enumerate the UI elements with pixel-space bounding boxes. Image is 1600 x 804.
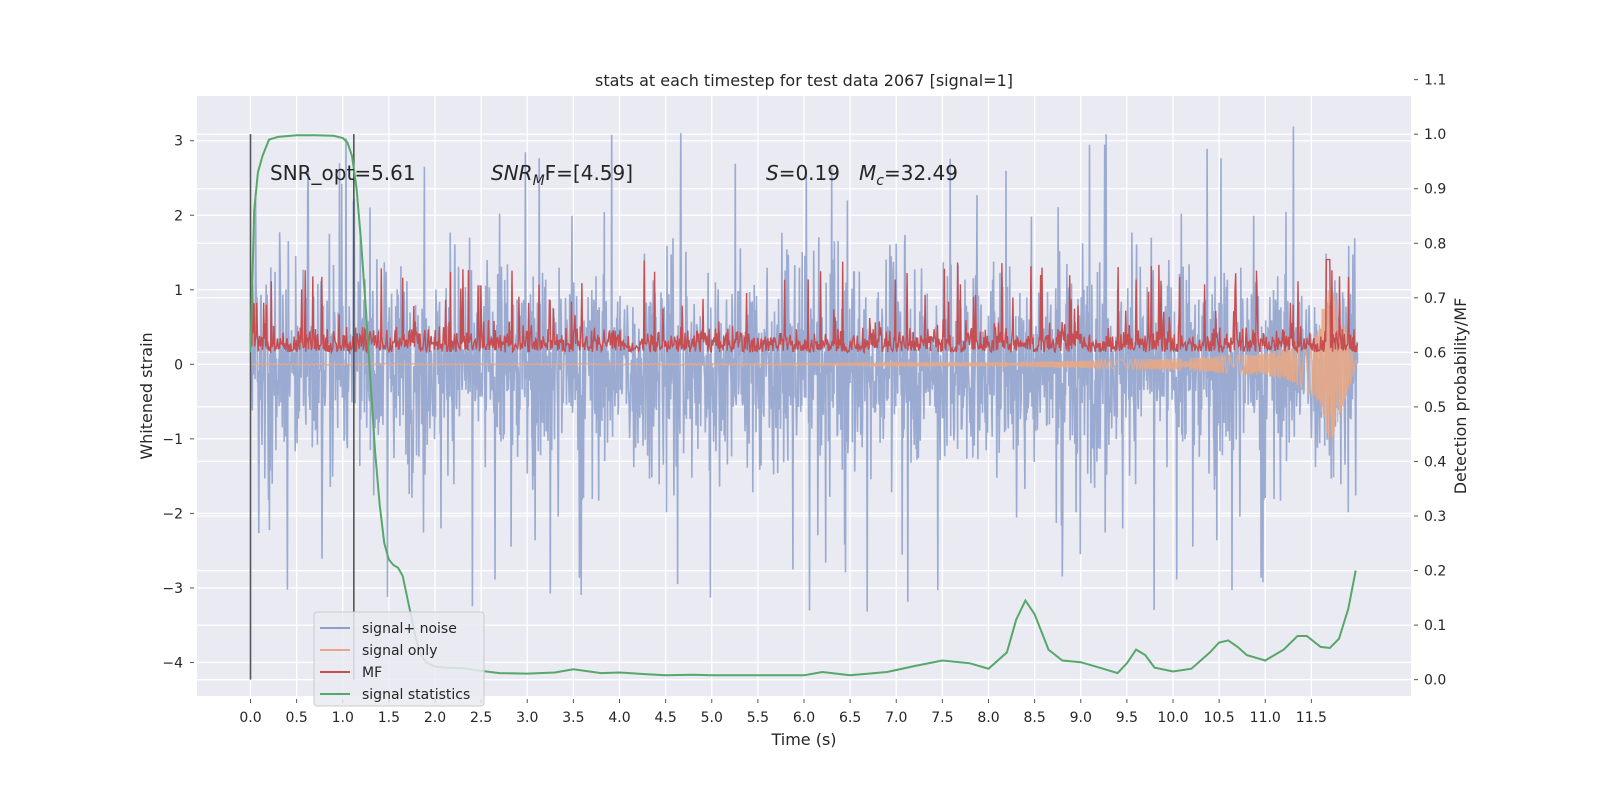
legend-label: MF [362, 665, 382, 681]
annotation-s-rest: =0.19 [779, 161, 840, 185]
y-right-axis-label: Detection probability/MF [1451, 298, 1470, 495]
y-right-tick-label: 0.0 [1424, 673, 1446, 689]
x-tick-label: 9.0 [1070, 710, 1092, 726]
y-tick-label: 0 [174, 357, 183, 373]
x-tick-label: 5.0 [701, 710, 723, 726]
x-tick-label: 6.0 [793, 710, 815, 726]
x-tick-label: 4.0 [608, 710, 630, 726]
x-tick-label: 0.5 [285, 710, 307, 726]
annotation-mc: Mc=32.49 [859, 161, 958, 189]
x-tick-label: 1.0 [332, 710, 354, 726]
series-mf [249, 258, 1359, 355]
annotation-mc-sub: c [876, 173, 884, 189]
annotation-snr-mf: SNRMF=[4.59] [491, 161, 633, 189]
annotation-snr-mf-main: SNR [491, 161, 533, 185]
x-tick-label: 10.5 [1204, 710, 1235, 726]
annotation-snr-mf-rest: F=[4.59] [545, 161, 633, 185]
x-tick-label: 3.0 [516, 710, 538, 726]
y-right-tick-label: 0.3 [1424, 509, 1446, 525]
x-tick-label: 8.5 [1023, 710, 1045, 726]
chart-title: stats at each timestep for test data 206… [595, 71, 1013, 90]
y-tick-label: 1 [174, 283, 183, 299]
y-right-tick-label: 1.1 [1424, 73, 1446, 89]
y-right-tick-label: 0.9 [1424, 182, 1446, 198]
y-right-tick-label: 0.5 [1424, 400, 1446, 416]
x-tick-label: 7.0 [885, 710, 907, 726]
y-right-tick-label: 0.1 [1424, 618, 1446, 634]
x-tick-label: 0.0 [239, 710, 261, 726]
y-axis-label: Whitened strain [137, 332, 156, 459]
x-tick-label: 6.5 [839, 710, 861, 726]
y-tick-label: −1 [162, 432, 183, 448]
y-right-tick-label: 0.8 [1424, 236, 1446, 252]
x-tick-label: 10.0 [1157, 710, 1188, 726]
y-tick-label: 3 [174, 134, 183, 150]
x-tick-label: 7.5 [931, 710, 953, 726]
y-right-tick-label: 0.6 [1424, 345, 1446, 361]
annotation-mc-main: M [859, 161, 876, 185]
x-tick-label: 8.0 [977, 710, 999, 726]
x-tick-label: 3.5 [562, 710, 584, 726]
x-tick-label: 2.5 [470, 710, 492, 726]
x-tick-label: 11.0 [1250, 710, 1281, 726]
series-signal-statistics [249, 134, 1357, 677]
y-tick-label: −4 [162, 655, 183, 671]
x-tick-label: 1.5 [378, 710, 400, 726]
x-tick-label: 11.5 [1296, 710, 1327, 726]
y-tick-label: −2 [162, 506, 183, 522]
series-signal-only [250, 289, 1359, 441]
y-right-tick-label: 1.0 [1424, 127, 1446, 143]
y-tick-label: 2 [174, 208, 183, 224]
legend: signal+ noise signal only MF signal statist… [313, 611, 485, 707]
legend-label: signal statistics [362, 687, 470, 703]
series-layer [249, 126, 1359, 680]
x-tick-label: 5.5 [747, 710, 769, 726]
annotation-s: S=0.19 [766, 161, 840, 185]
x-axis-label: Time (s) [770, 730, 836, 749]
x-tick-label: 9.5 [1116, 710, 1138, 726]
y-right-tick-label: 0.2 [1424, 564, 1446, 580]
annotation-snr-opt: SNR_opt=5.61 [270, 161, 416, 185]
y-tick-label: −3 [162, 581, 183, 597]
y-right-tick-label: 0.4 [1424, 454, 1446, 470]
annotation-mc-rest: =32.49 [884, 161, 958, 185]
legend-label: signal only [362, 643, 437, 659]
x-tick-label: 2.0 [424, 710, 446, 726]
legend-label: signal+ noise [362, 621, 457, 637]
legend-box [313, 611, 485, 707]
tick-layer: 0.0 0.5 1.0 1.5 2.0 2.5 3.0 3.5 4.0 4.5 5.0 5.5 6.0 6… [162, 73, 1446, 726]
annotation-snr-mf-sub: M [533, 173, 545, 189]
x-tick-label: 4.5 [654, 710, 676, 726]
y-right-tick-label: 0.7 [1424, 291, 1446, 307]
annotations: SNR_opt=5.61 SNRMF=[4.59] S=0.19 Mc=32.4… [270, 161, 958, 189]
annotation-s-main: S [766, 161, 779, 185]
